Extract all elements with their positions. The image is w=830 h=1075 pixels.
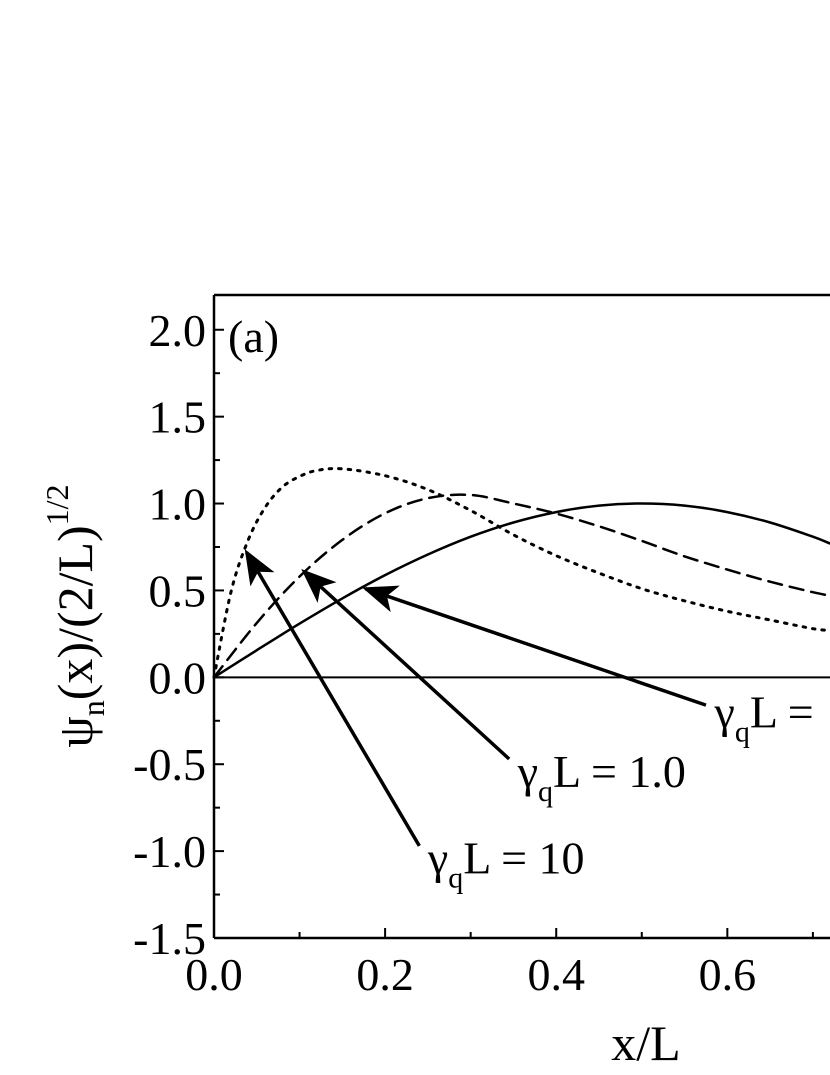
ticks-layer: -1.5 -1.0 -0.5 0.0 0.5 1.0 1.5 2.0 0.0 0.2 0.4 0.6 bbox=[133, 305, 814, 1000]
y-axis-label: ψn(x)/(2/L)1/2 bbox=[39, 484, 111, 747]
series-solid-line bbox=[212, 502, 830, 679]
series-dashed-line bbox=[212, 493, 830, 679]
y-tick-label: 2.0 bbox=[149, 305, 207, 356]
annotation-label-rest: L = bbox=[750, 687, 814, 738]
annotation-label-rest: L = 1.0 bbox=[553, 746, 686, 797]
series-layer bbox=[212, 467, 830, 679]
annotation-label-rest: L = 10 bbox=[463, 833, 584, 884]
annotation-label-main: γ bbox=[427, 833, 448, 884]
x-tick-label: 0.0 bbox=[185, 949, 243, 1000]
x-axis-label: x/L bbox=[611, 1015, 680, 1071]
x-tick-label: 0.6 bbox=[699, 949, 757, 1000]
annotation-label: γqL = bbox=[714, 687, 814, 749]
y-tick-label: -1.5 bbox=[133, 913, 206, 964]
annotation-label: γqL = 1.0 bbox=[517, 746, 686, 808]
annotation-arrow bbox=[362, 585, 707, 707]
series-dotted-line bbox=[212, 467, 830, 679]
annotation-label: γqL = 10 bbox=[427, 833, 585, 895]
y-tick-label: 1.5 bbox=[149, 392, 207, 443]
y-tick-label: 1.0 bbox=[149, 479, 207, 530]
axes-layer bbox=[212, 293, 830, 940]
annotation-label-main: γ bbox=[517, 746, 538, 797]
annotation-arrow bbox=[301, 568, 511, 761]
annotation-label-main: γ bbox=[714, 687, 735, 738]
x-tick-label: 0.4 bbox=[527, 949, 585, 1000]
y-axis-label-sup: 1/2 bbox=[39, 484, 75, 525]
y-axis-label-mid: (x)/(2/L) bbox=[47, 525, 103, 700]
panel-label: (a) bbox=[228, 311, 279, 362]
y-axis-label-sub: n bbox=[75, 700, 111, 716]
annotation-label-sub: q bbox=[448, 862, 463, 895]
annotation-label-sub: q bbox=[735, 716, 750, 749]
y-tick-label: 0.5 bbox=[149, 565, 207, 616]
y-tick-label: -1.0 bbox=[133, 826, 206, 877]
y-tick-label: -0.5 bbox=[133, 739, 206, 790]
annotation-arrow bbox=[244, 549, 421, 847]
annotation-label-sub: q bbox=[538, 775, 553, 808]
y-tick-label: 0.0 bbox=[149, 652, 207, 703]
y-axis-label-main: ψ bbox=[47, 716, 103, 747]
x-tick-label: 0.2 bbox=[356, 949, 414, 1000]
